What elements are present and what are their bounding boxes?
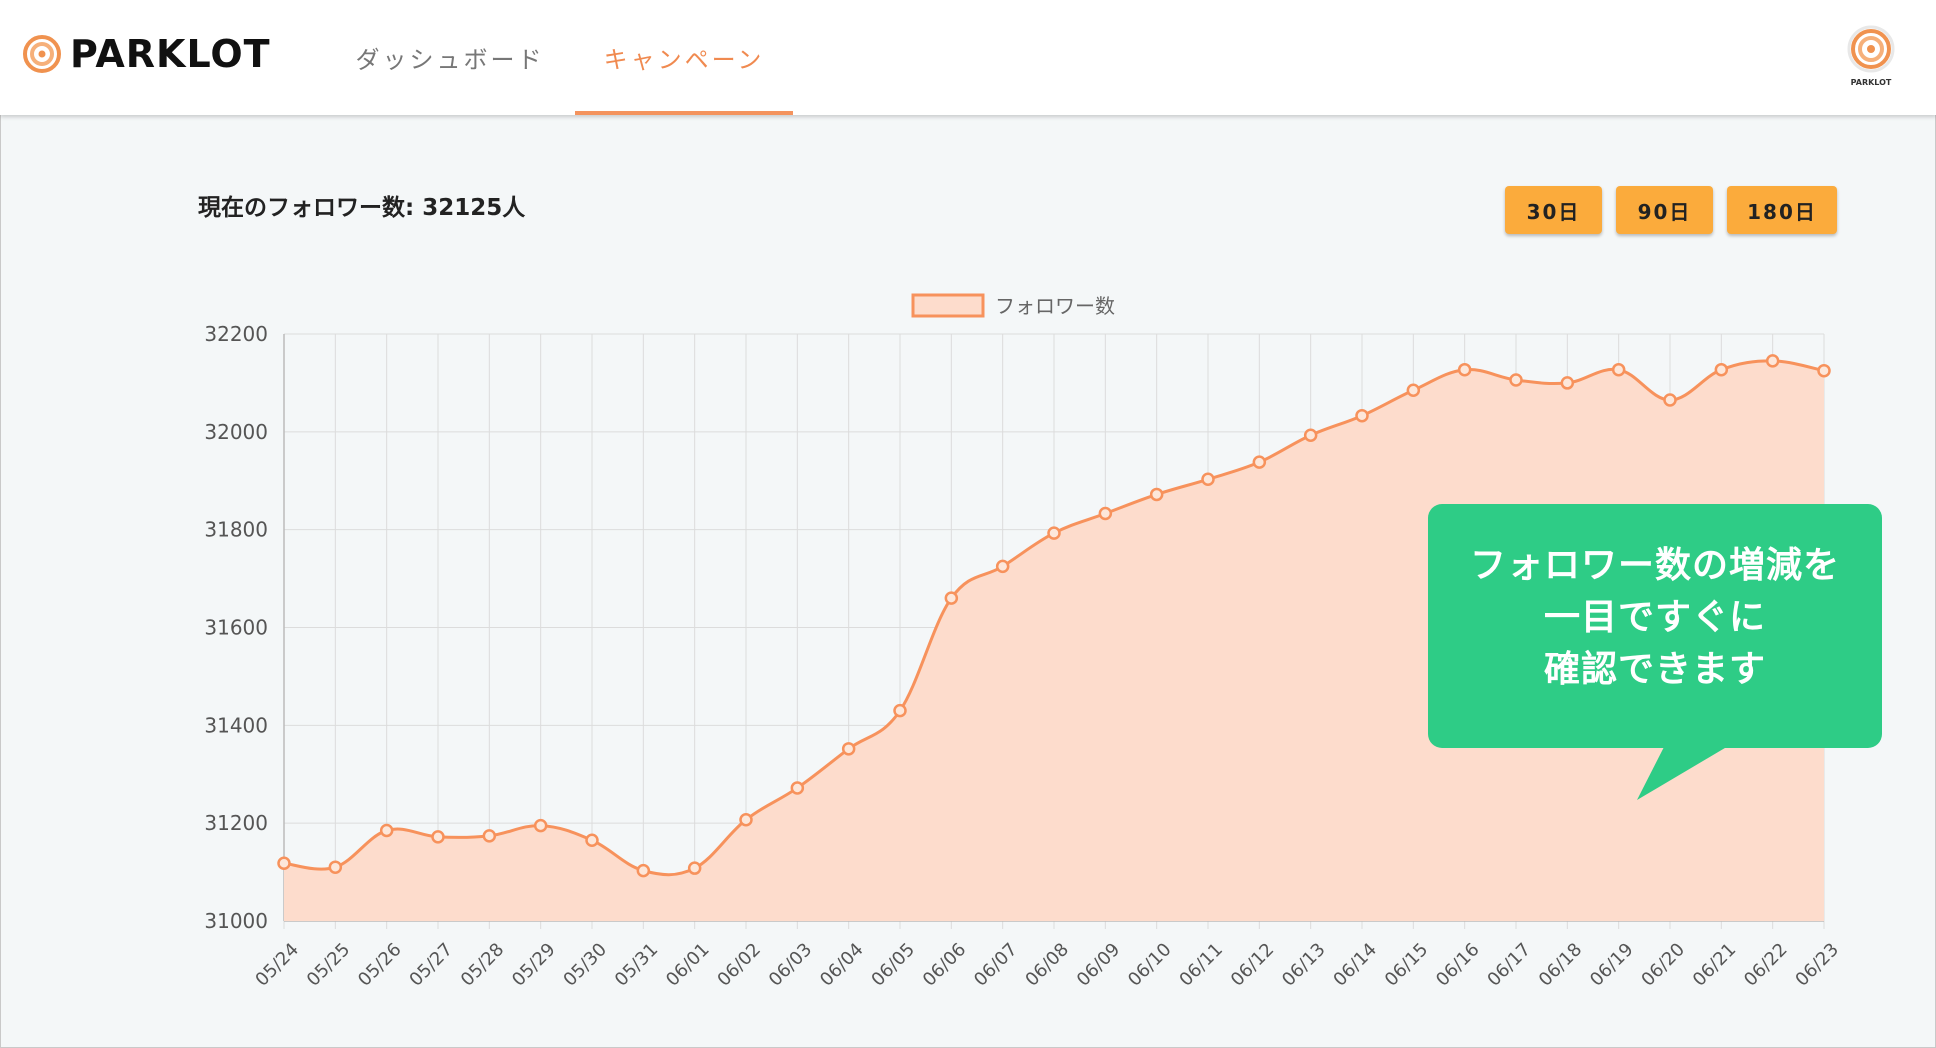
data-point — [1560, 376, 1575, 390]
legend-swatch[interactable] — [911, 293, 985, 318]
data-point — [687, 861, 702, 875]
y-tick-label: 31600 — [204, 616, 268, 640]
data-point — [1252, 455, 1267, 469]
data-point — [636, 863, 651, 878]
y-tick-label: 31000 — [204, 909, 268, 933]
callout-line-2: 一目ですぐに — [1543, 597, 1766, 638]
data-point — [1817, 363, 1831, 378]
y-tick-label: 32000 — [204, 420, 268, 444]
data-point — [585, 833, 599, 848]
tab-dashboard[interactable]: ダッシュボード — [355, 46, 545, 74]
chart-legend: フォロワー数 — [911, 293, 1115, 318]
data-point — [1714, 362, 1729, 377]
tab-campaign[interactable]: キャンペーン — [575, 0, 793, 115]
top-nav-bar: PARKLOT ダッシュボード キャンペーン PARKLOT — [0, 0, 1936, 115]
data-point — [1355, 408, 1369, 423]
data-point — [533, 818, 548, 833]
range-30-days-button[interactable]: 30日 — [1505, 186, 1602, 234]
data-point — [944, 591, 959, 605]
data-point — [739, 812, 753, 827]
range-90-days-button[interactable]: 90日 — [1616, 186, 1713, 234]
data-point — [893, 703, 907, 718]
data-point — [482, 829, 497, 843]
avatar-wordmark: PARKLOT — [1851, 78, 1892, 87]
logo-ring-icon — [23, 35, 61, 73]
data-point — [790, 781, 805, 795]
account-avatar[interactable]: PARKLOT — [1842, 22, 1900, 92]
y-tick-label: 31200 — [204, 811, 268, 835]
callout-line-3: 確認できます — [1543, 649, 1766, 690]
data-point — [1406, 383, 1421, 398]
follower-count-title: 現在のフォロワー数: 32125人 — [198, 195, 526, 221]
data-point — [431, 830, 445, 844]
y-tick-label: 31400 — [204, 713, 268, 737]
data-point — [1765, 354, 1780, 368]
y-tick-label: 31800 — [204, 518, 268, 542]
data-point — [1149, 487, 1164, 502]
data-point — [1047, 526, 1061, 540]
data-point — [1611, 362, 1626, 377]
parklot-logo[interactable]: PARKLOT — [22, 32, 271, 76]
series-area-fill — [284, 360, 1824, 921]
y-tick-label: 32200 — [204, 322, 268, 346]
data-point — [328, 860, 343, 874]
data-point — [841, 742, 856, 756]
callout-bubble — [1428, 504, 1882, 748]
logo-wordmark: PARKLOT — [70, 32, 271, 76]
data-point — [379, 823, 394, 838]
data-point — [1098, 506, 1113, 521]
data-point — [1509, 373, 1523, 387]
callout-text: フォロワー数の増減を 一目ですぐに 確認できます — [1428, 540, 1882, 696]
range-180-days-button[interactable]: 180日 — [1727, 186, 1837, 234]
data-point — [1303, 428, 1318, 443]
callout-line-1: フォロワー数の増減を — [1469, 545, 1840, 586]
legend-label[interactable]: フォロワー数 — [995, 294, 1115, 318]
data-point — [277, 856, 291, 871]
data-point — [1457, 362, 1472, 377]
data-point — [1201, 472, 1215, 487]
data-point — [995, 559, 1010, 574]
data-point — [1663, 393, 1677, 407]
y-axis-ticks: 31000 31200 31400 31600 31800 32000 32200 — [204, 322, 268, 933]
series-points — [277, 354, 1831, 878]
